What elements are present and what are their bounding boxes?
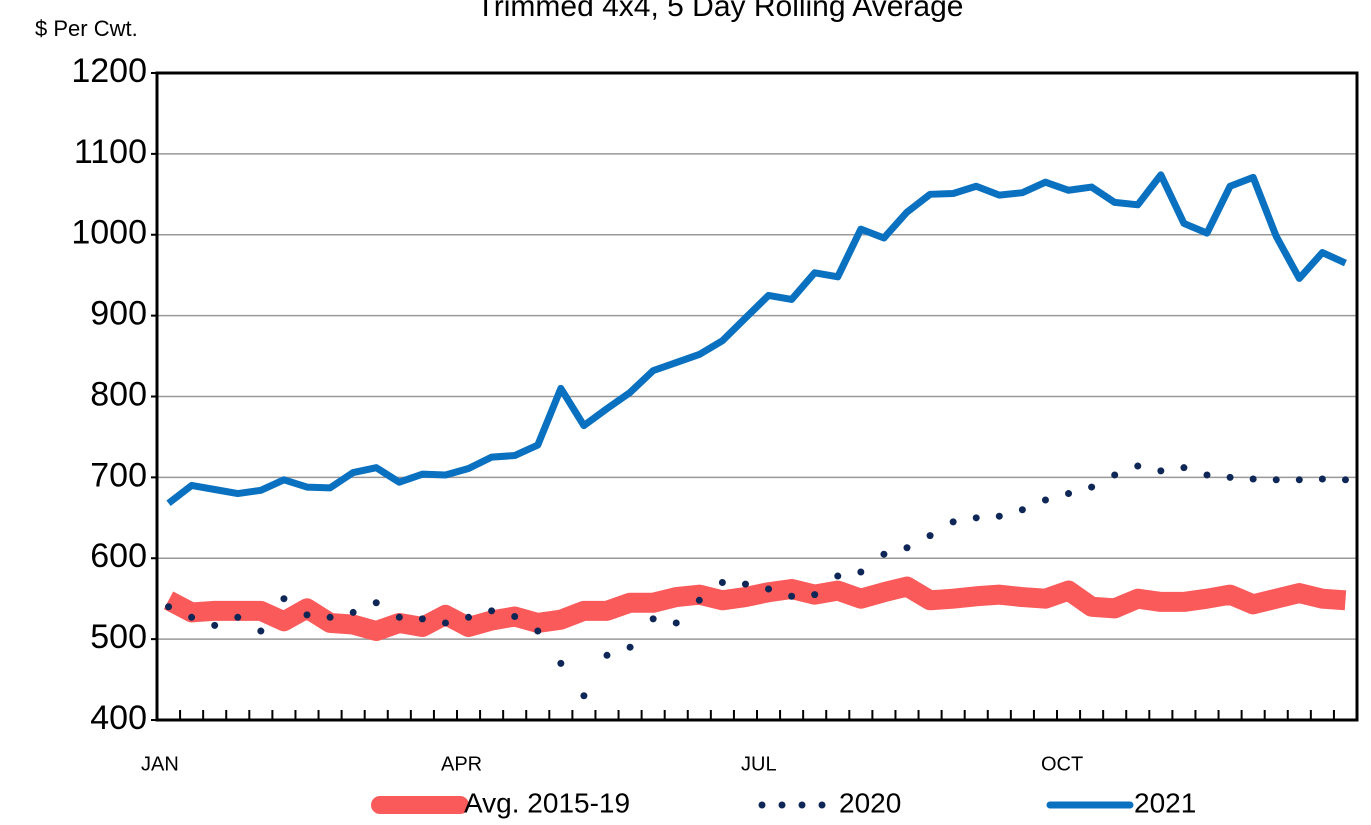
legend-swatch bbox=[818, 801, 826, 809]
data-point bbox=[834, 572, 842, 580]
data-point bbox=[1341, 476, 1349, 484]
data-point bbox=[395, 613, 403, 621]
data-point bbox=[741, 580, 749, 588]
data-point bbox=[626, 643, 634, 651]
y-tick-label: 1200 bbox=[71, 52, 147, 90]
data-point bbox=[188, 613, 196, 621]
data-point bbox=[1249, 475, 1257, 483]
data-point bbox=[557, 659, 565, 667]
y-tick-label: 600 bbox=[90, 537, 147, 575]
data-point bbox=[1088, 483, 1096, 491]
data-point bbox=[580, 692, 588, 700]
x-tick-label: JUL bbox=[741, 753, 777, 775]
data-point bbox=[1318, 475, 1326, 483]
y-tick-label: 1000 bbox=[71, 214, 147, 252]
data-point bbox=[511, 612, 519, 620]
data-point bbox=[418, 615, 426, 623]
y-tick-label: 700 bbox=[90, 456, 147, 494]
data-point bbox=[649, 615, 657, 623]
data-point bbox=[718, 579, 726, 587]
data-point bbox=[303, 611, 311, 619]
data-point bbox=[903, 544, 911, 552]
data-point bbox=[1111, 471, 1119, 479]
data-point bbox=[280, 595, 288, 603]
data-point bbox=[1203, 471, 1211, 479]
chart-title: Trimmed 4x4, 5 Day Rolling Average bbox=[477, 0, 964, 23]
series-line bbox=[166, 171, 1347, 507]
data-point bbox=[765, 585, 773, 593]
data-point bbox=[1226, 473, 1234, 481]
data-point bbox=[1134, 462, 1142, 470]
data-point bbox=[603, 651, 611, 659]
x-tick-label: APR bbox=[441, 753, 482, 775]
data-point bbox=[1018, 506, 1026, 514]
data-point bbox=[972, 514, 980, 522]
data-point bbox=[857, 568, 865, 576]
data-point bbox=[1065, 490, 1073, 498]
y-tick-label: 1100 bbox=[74, 133, 147, 171]
data-point bbox=[372, 599, 380, 607]
data-point bbox=[949, 518, 957, 526]
data-point bbox=[488, 607, 496, 615]
y-tick-label: 900 bbox=[90, 295, 147, 333]
data-point bbox=[211, 621, 219, 629]
data-point bbox=[1295, 476, 1303, 484]
plot-frame bbox=[155, 71, 1359, 722]
data-point bbox=[349, 608, 357, 616]
x-tick-label: JAN bbox=[141, 753, 179, 775]
data-point bbox=[811, 591, 819, 599]
data-point bbox=[257, 627, 265, 635]
data-point bbox=[1272, 476, 1280, 484]
data-point bbox=[788, 592, 796, 600]
data-point bbox=[1180, 464, 1188, 472]
data-point bbox=[672, 619, 680, 627]
x-tick-label: OCT bbox=[1041, 753, 1083, 775]
y-tick-label: 500 bbox=[90, 618, 147, 656]
data-point bbox=[326, 613, 334, 621]
series-line bbox=[163, 576, 1347, 642]
data-point bbox=[534, 627, 542, 635]
legend-label: 2021 bbox=[1134, 787, 1196, 818]
data-point bbox=[926, 532, 934, 540]
legend-swatch bbox=[778, 801, 786, 809]
y-tick-label: 400 bbox=[90, 699, 147, 737]
data-point bbox=[234, 613, 242, 621]
data-point bbox=[695, 596, 703, 604]
legend-swatch bbox=[758, 801, 766, 809]
data-point bbox=[880, 550, 888, 558]
y-axis-label: $ Per Cwt. bbox=[35, 16, 138, 41]
data-point bbox=[441, 619, 449, 627]
legend-label: 2020 bbox=[839, 787, 901, 818]
data-point bbox=[1041, 496, 1049, 504]
data-point bbox=[465, 613, 473, 621]
data-point bbox=[165, 603, 173, 611]
legend-label: Avg. 2015-19 bbox=[464, 787, 630, 818]
legend-swatch bbox=[798, 801, 806, 809]
data-point bbox=[995, 512, 1003, 520]
data-point bbox=[1157, 467, 1165, 475]
y-tick-label: 800 bbox=[90, 375, 147, 413]
